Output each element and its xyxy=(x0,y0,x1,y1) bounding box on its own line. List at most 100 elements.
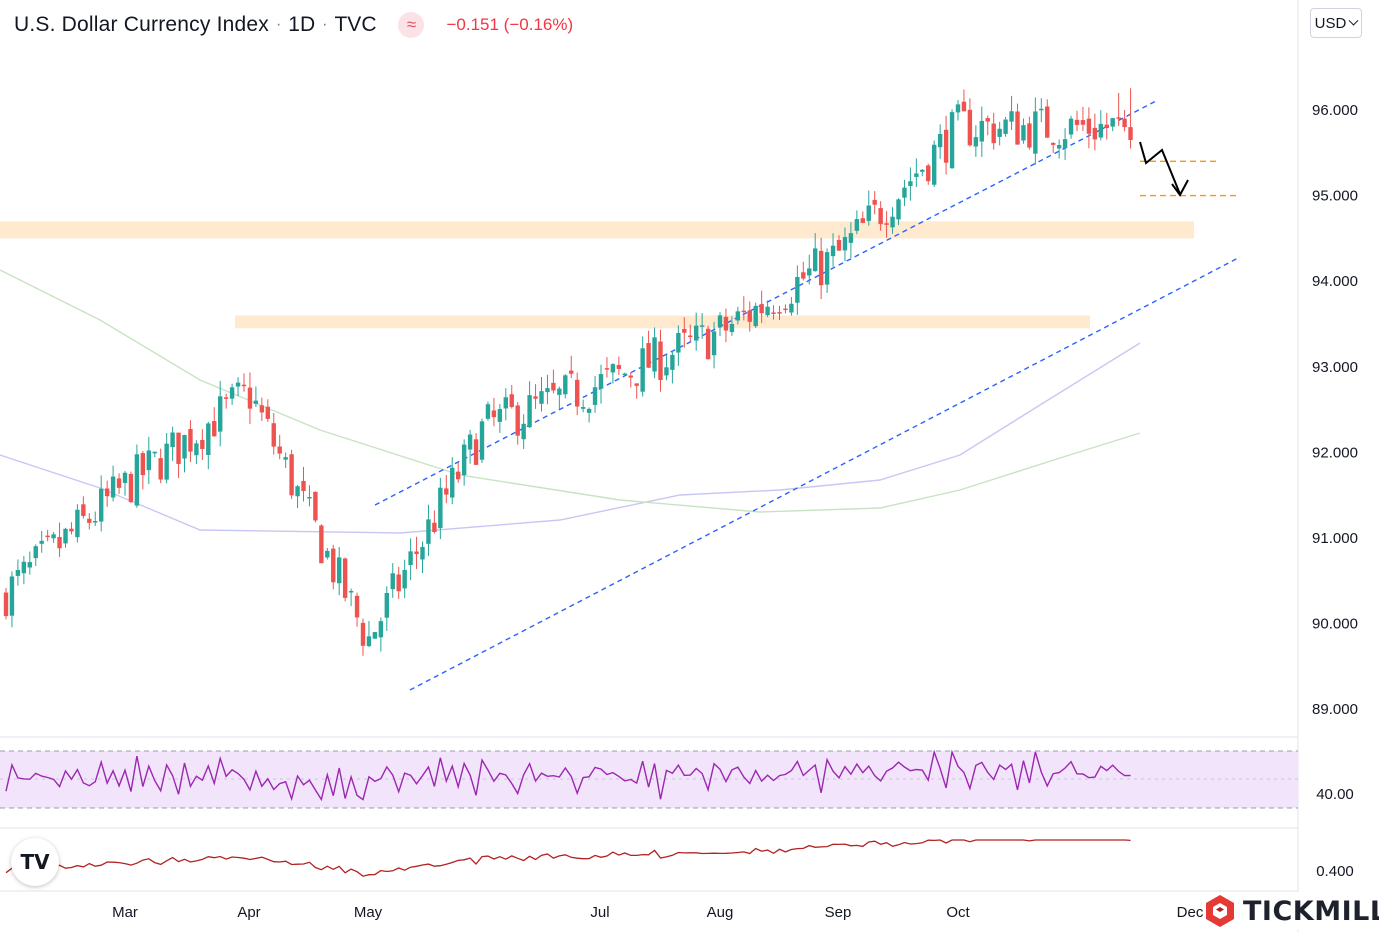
candle-body xyxy=(57,536,62,549)
candle-body xyxy=(402,569,407,589)
candle-body xyxy=(15,569,21,576)
oscillator-pane: 0.400 xyxy=(5,839,1354,880)
candle-body xyxy=(27,562,32,568)
candle-body xyxy=(432,522,437,533)
candle-body xyxy=(313,491,318,521)
brand-name: TICKMILL xyxy=(1243,895,1379,927)
candle-body xyxy=(795,276,800,303)
candle-body xyxy=(580,407,586,409)
candle-body xyxy=(848,233,854,243)
candle-body xyxy=(533,396,538,399)
candle-body xyxy=(301,480,306,491)
candle-body xyxy=(265,406,270,419)
approx-icon[interactable]: ≈ xyxy=(398,12,425,38)
candle-body xyxy=(658,341,663,381)
candle-body xyxy=(896,199,901,220)
candle-body xyxy=(235,382,241,387)
candle-body xyxy=(836,239,842,251)
resistance-zone xyxy=(0,221,1194,239)
oscillator-line xyxy=(5,839,1131,877)
candle-body xyxy=(884,223,889,225)
candle-body xyxy=(473,439,479,465)
candle-body xyxy=(307,496,312,499)
candle-body xyxy=(1110,118,1115,127)
time-axis[interactable]: Mar Apr May Jul Aug Sep Oct Dec xyxy=(112,904,1204,921)
candle-body xyxy=(426,519,431,544)
candle-body xyxy=(694,325,699,341)
candle-body xyxy=(271,423,276,447)
candle-body xyxy=(771,312,776,314)
candle-body xyxy=(176,432,181,464)
candle-body xyxy=(218,396,223,432)
candle-body xyxy=(646,343,651,368)
candle-body xyxy=(408,551,413,565)
arrow-head xyxy=(1171,179,1189,197)
candle-body xyxy=(1003,119,1008,134)
candle-body xyxy=(1045,106,1050,138)
candle-body xyxy=(122,472,128,483)
candle-body xyxy=(1116,117,1121,119)
candle-body xyxy=(1062,139,1068,149)
price-channel xyxy=(374,99,1241,691)
candle-body xyxy=(1068,118,1074,135)
candle-body xyxy=(1015,111,1020,145)
candle-body xyxy=(1092,127,1098,140)
candle-body xyxy=(438,487,443,529)
ma-short-line xyxy=(0,342,1141,534)
candle-body xyxy=(110,476,116,498)
candle-body xyxy=(1009,111,1014,122)
candle-body xyxy=(182,435,187,459)
candle-body xyxy=(420,546,425,560)
candle-body xyxy=(456,471,461,480)
candle-body xyxy=(337,557,342,584)
candle-body xyxy=(152,451,157,454)
candle-body xyxy=(741,310,746,313)
candle-body xyxy=(818,250,824,286)
candle-body xyxy=(378,621,384,638)
candle-body xyxy=(390,573,395,590)
candle-body xyxy=(699,325,705,327)
candle-body xyxy=(467,434,473,450)
candle-body xyxy=(937,133,943,148)
candle-body xyxy=(295,486,300,497)
candle-body xyxy=(212,421,217,437)
candle-body xyxy=(99,488,104,522)
candle-body xyxy=(241,384,247,387)
time-tick-label: May xyxy=(354,904,383,921)
symbol-title[interactable]: U.S. Dollar Currency Index xyxy=(14,13,269,36)
currency-dropdown[interactable]: USD xyxy=(1310,8,1362,38)
candle-body xyxy=(331,548,336,583)
price-tick-label: 89.000 xyxy=(1312,701,1358,718)
candle-body xyxy=(1051,142,1056,145)
candle-body xyxy=(354,595,360,618)
candle-body xyxy=(51,534,56,539)
candle-body xyxy=(842,237,848,251)
candle-body xyxy=(1021,125,1026,141)
candle-body xyxy=(1039,108,1044,111)
candle-body xyxy=(259,405,265,413)
candle-body xyxy=(253,400,259,404)
candle-body xyxy=(813,248,818,272)
currency-label: USD xyxy=(1314,14,1347,32)
candle-body xyxy=(997,128,1002,137)
candle-body xyxy=(1128,127,1133,140)
candle-body xyxy=(360,622,366,646)
candle-body xyxy=(777,312,782,314)
candle-body xyxy=(783,308,788,311)
candle-body xyxy=(670,354,675,370)
candle-body xyxy=(908,181,913,187)
candle-body xyxy=(860,218,865,223)
interval-label[interactable]: 1D xyxy=(288,13,316,36)
candle-body xyxy=(628,375,633,378)
candle-body xyxy=(503,397,508,409)
candle-body xyxy=(146,450,151,471)
oscillator-tick-label: 0.400 xyxy=(1316,863,1354,880)
candle-body xyxy=(664,367,669,376)
candle-body xyxy=(676,332,681,353)
candle-body xyxy=(1098,123,1103,138)
candle-body xyxy=(1027,123,1032,148)
resistance-zone xyxy=(235,315,1090,329)
candle-body xyxy=(414,551,419,555)
candle-body xyxy=(342,558,348,598)
